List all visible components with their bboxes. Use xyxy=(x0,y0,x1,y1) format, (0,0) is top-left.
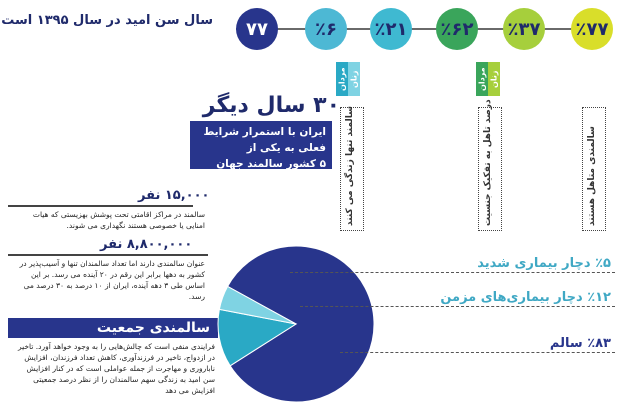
stat-2-head: ۸,۸۰۰,۰۰۰ نفر xyxy=(100,237,193,252)
gender-tag-men-2: مردان xyxy=(476,62,488,96)
stat-2-body: عنوان سالمندی دارند اما تعداد سالمندان ت… xyxy=(19,259,205,301)
legend-label-chronic: ٪۱۲ دچار بیماری‌های مزمن xyxy=(440,290,611,305)
percent-circle-3: ٪۶۲ xyxy=(436,8,478,50)
stat-3-head: سالمندی جمعیت xyxy=(8,318,218,338)
gender-tag-women-1: زنان xyxy=(348,62,360,96)
subtitle-line-2: ۵ کشور سالمند جهان تبدیل خواهد شد xyxy=(216,158,326,186)
stat-2-underline xyxy=(8,254,208,256)
stat-3-body: فرایندی منفی است که چالش‌هایی را به وجود… xyxy=(17,342,215,395)
pie-chart xyxy=(217,245,375,403)
legend-line-3 xyxy=(340,352,615,353)
stat-1-head: ۱۵,۰۰۰ نفر xyxy=(138,188,210,203)
percent-circle-2: ٪۲۱ xyxy=(370,8,412,50)
age-circle: ۷۷ xyxy=(236,8,278,50)
legend-line-2 xyxy=(300,306,615,307)
note-text-2: درصد تاهل به تفکیک جنسیت xyxy=(483,99,493,226)
pie-slice-severe xyxy=(218,285,297,325)
header-title: سال سن امید در سال ۱۳۹۵ است xyxy=(1,13,213,28)
legend-label-severe: ٪۵ دچار بیماری شدید xyxy=(477,256,611,271)
gender-tag-men-1: مردان xyxy=(336,62,348,96)
legend-label-healthy: ٪۸۳ سالم xyxy=(549,336,611,351)
stat-1-underline xyxy=(8,205,193,207)
note-box-1 xyxy=(340,107,364,231)
gender-tag-women-2: زنان xyxy=(488,62,500,96)
percent-circle-4: ٪۳۷ xyxy=(503,8,545,50)
subtitle-line-1: ایران با استمرار شرایط فعلی به یکی از xyxy=(203,126,326,154)
pie-slice-healthy xyxy=(226,245,375,403)
legend-line-1 xyxy=(290,272,615,273)
stat-1-body: سالمند در مراکز اقامتی تحت پوشش بهزیستی … xyxy=(32,210,205,230)
note-text-1: سالمند تنها زندگی می کنند xyxy=(345,106,355,226)
subtitle-box: ایران با استمرار شرایط فعلی به یکی از ۵ … xyxy=(190,121,332,186)
percent-circle-5: ٪۷۷ xyxy=(571,8,613,50)
percent-circle-1: ٪۶ xyxy=(305,8,347,50)
note-box-2 xyxy=(478,107,502,231)
note-text-3: سالمندی متاهل هستند xyxy=(587,126,597,226)
main-title: ۳۰ سال دیگر xyxy=(202,93,340,118)
note-box-3 xyxy=(582,107,606,231)
